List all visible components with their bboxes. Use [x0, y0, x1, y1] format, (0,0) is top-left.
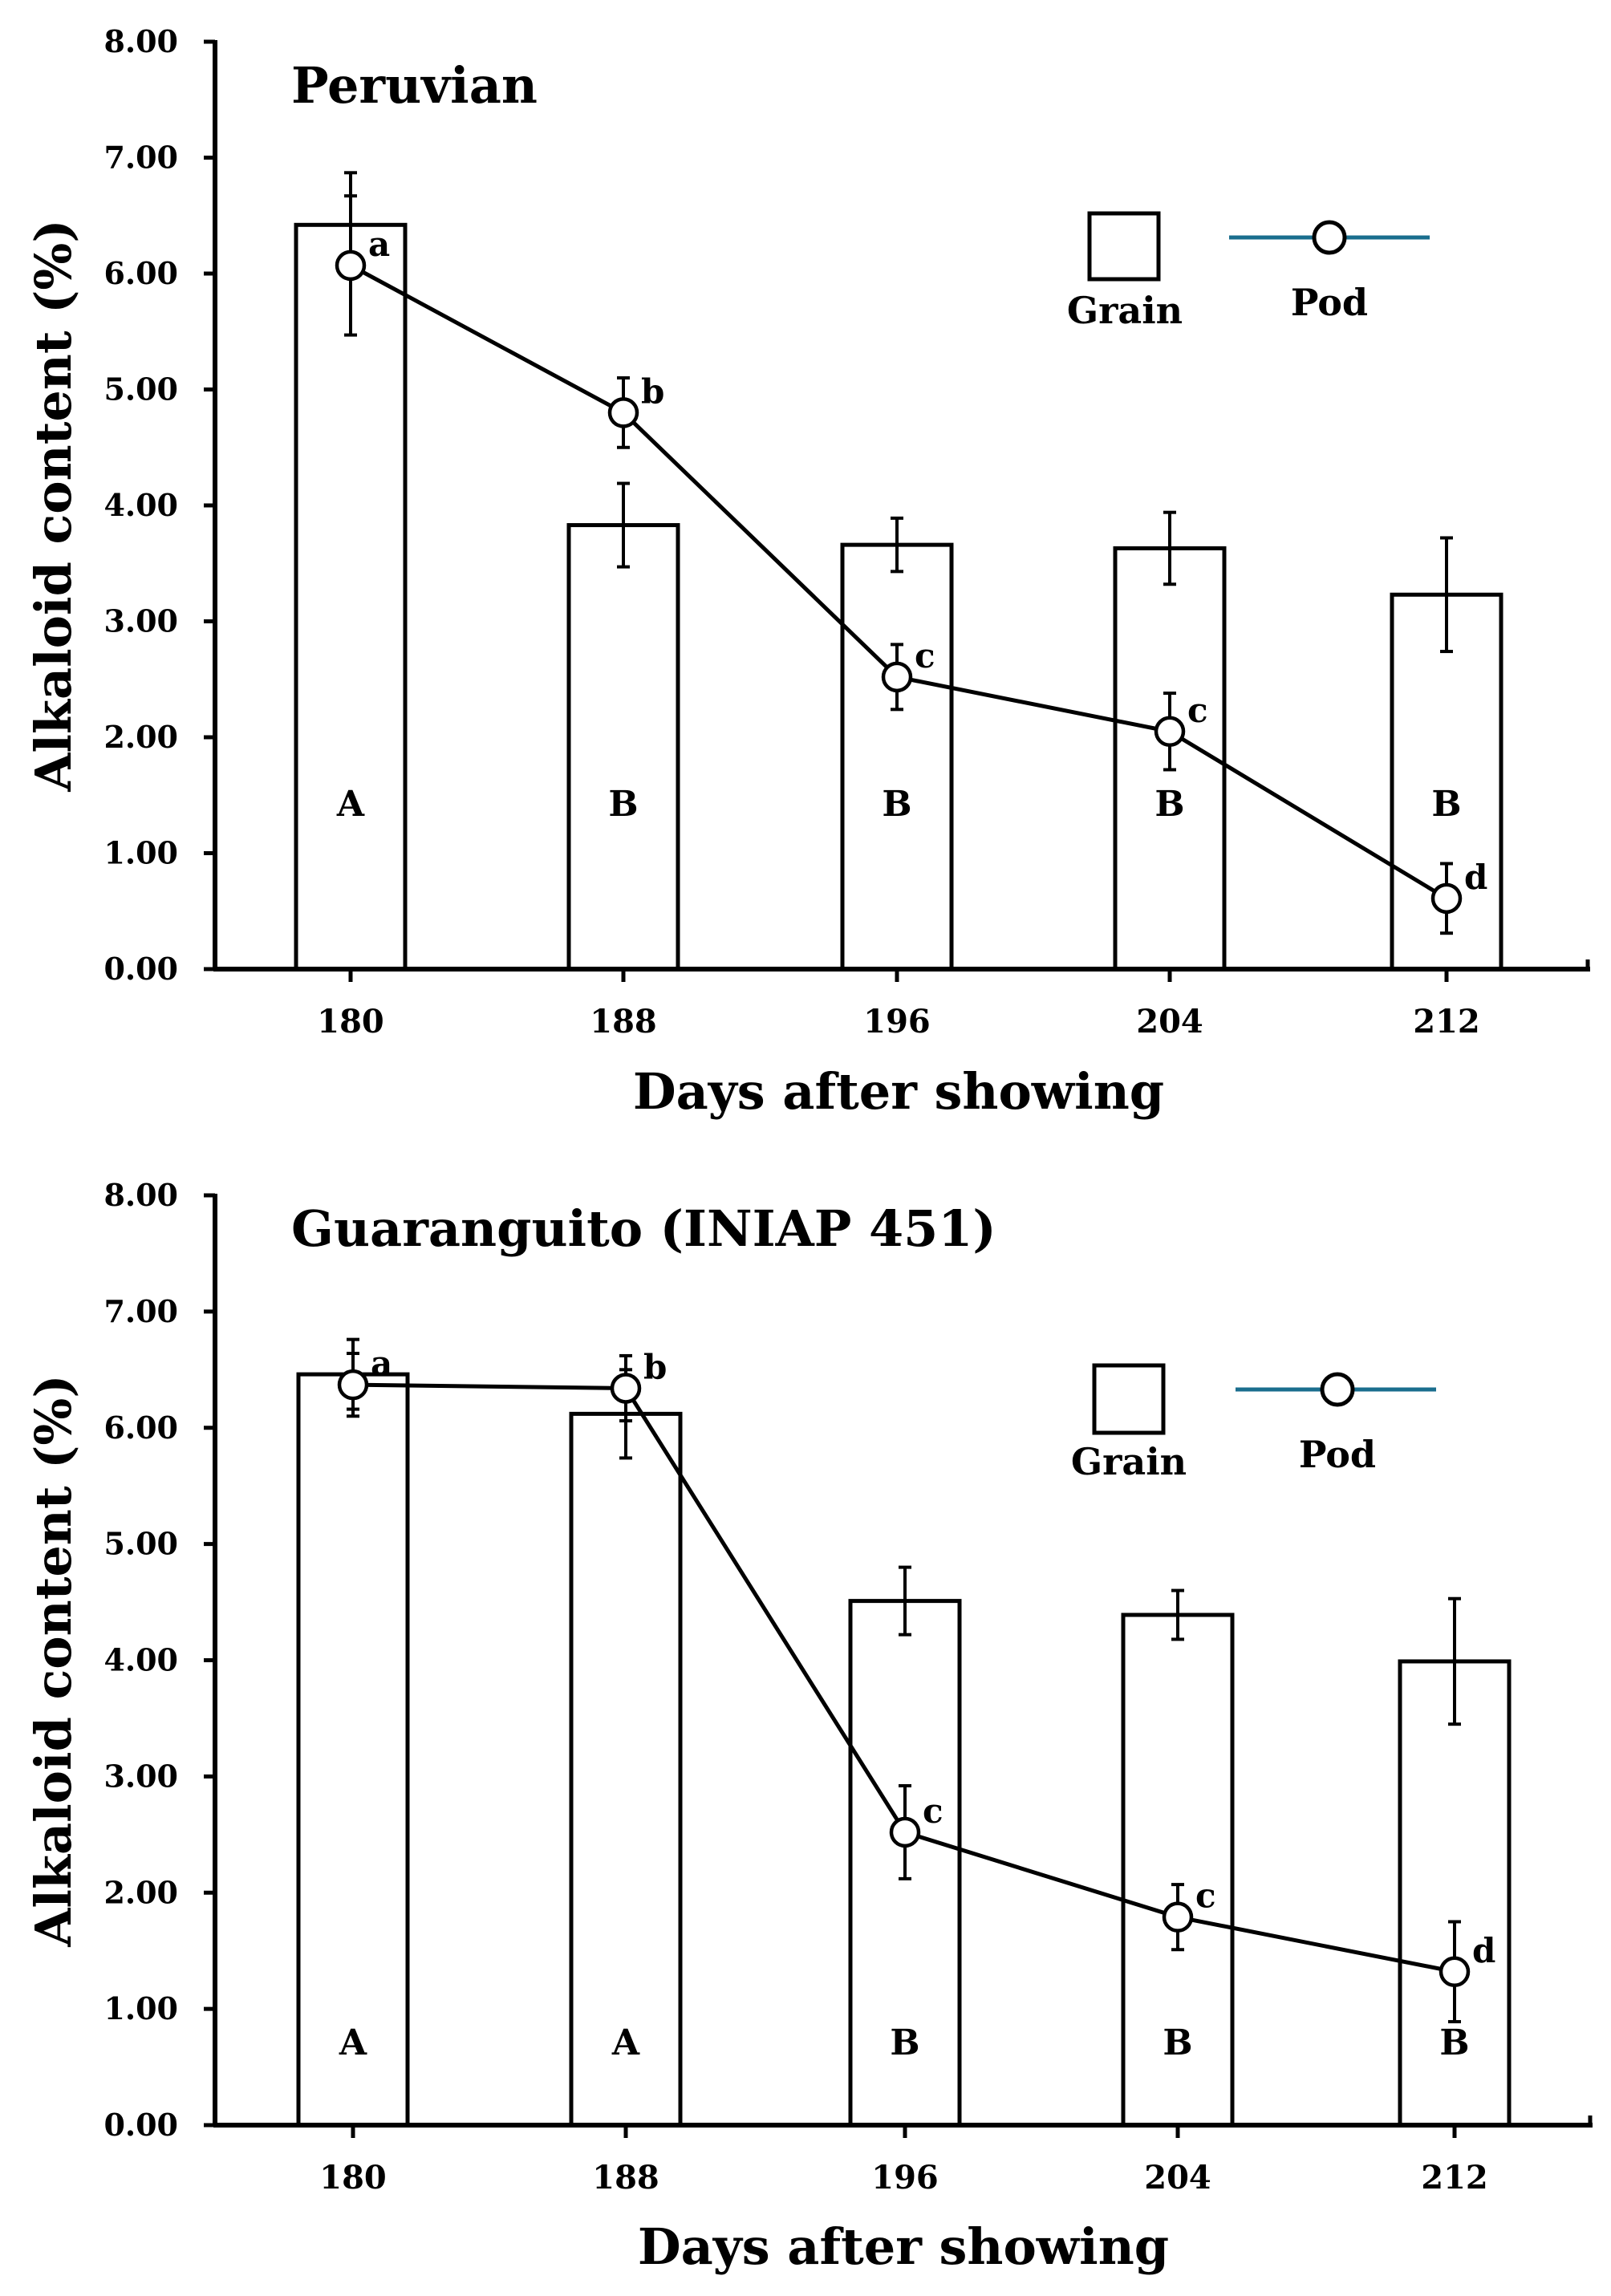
x-tick-label: 204 — [1136, 1003, 1203, 1041]
pod-point — [337, 1369, 369, 1401]
pod-significance-letter: c — [1187, 691, 1208, 730]
pod-significance-letter: d — [1472, 1931, 1495, 1970]
y-tick-label: 1.00 — [103, 1990, 178, 2026]
x-axis-title: Days after showing — [633, 1062, 1164, 1121]
grain-bar — [294, 222, 408, 972]
pod-significance-letter: c — [1195, 1876, 1216, 1916]
y-tick-label: 0.00 — [103, 951, 178, 987]
pod-point — [1162, 1901, 1194, 1933]
y-tick-label: 7.00 — [103, 1293, 178, 1329]
x-tick-label: 180 — [317, 1003, 384, 1041]
legend-grain-swatch — [1092, 1363, 1166, 1435]
chart-title: Guaranguito (INIAP 451) — [291, 1199, 996, 1258]
pod-point — [610, 1373, 642, 1404]
pod-significance-letter: d — [1464, 858, 1487, 897]
pod-significance-letter: b — [641, 371, 664, 411]
grain-significance-letter: B — [1439, 2022, 1469, 2063]
pod-significance-letter: b — [643, 1347, 667, 1386]
y-tick-label: 6.00 — [103, 255, 178, 291]
y-tick-label: 5.00 — [103, 1526, 178, 1562]
y-tick-label: 7.00 — [103, 140, 178, 176]
grain-significance-letter: B — [890, 2022, 919, 2063]
y-tick-label: 8.00 — [103, 23, 178, 59]
grain-significance-letter: A — [339, 2022, 367, 2063]
x-tick-label: 188 — [590, 1003, 657, 1041]
legend-pod-marker — [1312, 220, 1347, 255]
grain-significance-letter: B — [882, 784, 911, 825]
y-tick-label: 5.00 — [103, 371, 178, 408]
grain-significance-letter: B — [608, 784, 638, 825]
y-tick-label: 6.00 — [103, 1410, 178, 1446]
pod-point — [1439, 1956, 1471, 1988]
x-tick-label: 188 — [592, 2159, 659, 2197]
x-axis-title: Days after showing — [638, 2217, 1169, 2276]
y-axis-title: Alkaloid content (%) — [24, 1374, 83, 1947]
pod-point — [889, 1816, 921, 1848]
x-tick-label: 196 — [863, 1003, 931, 1041]
legend: Grain Pod — [1067, 211, 1430, 332]
x-tick-label: 196 — [871, 2159, 939, 2197]
legend-pod-label: Pod — [1291, 281, 1368, 324]
legend-grain-label: Grain — [1067, 289, 1183, 332]
grain-bar — [296, 1372, 410, 2128]
pod-significance-letter: c — [915, 636, 935, 675]
y-tick-label: 2.00 — [103, 1874, 178, 1910]
grain-significance-letter: A — [336, 784, 365, 825]
chart-panel-peruvian: 0.00 1.00 2.00 3.00 4.00 5.00 6.00 7.00 8.00 A B B B… — [24, 23, 1590, 1121]
x-tick-label: 212 — [1413, 1003, 1480, 1041]
grain-significance-letter: A — [611, 2022, 640, 2063]
pod-point — [335, 249, 367, 282]
y-axis-title: Alkaloid content (%) — [24, 219, 83, 792]
y-tick-label: 4.00 — [103, 1642, 178, 1678]
y-tick-label: 0.00 — [103, 2107, 178, 2143]
grain-bar — [569, 1411, 683, 2128]
chart-panel-guaranguito: 0.00 1.00 2.00 3.00 4.00 5.00 6.00 7.00 8.00 A A B B… — [24, 1177, 1593, 2276]
y-tick-label: 1.00 — [103, 835, 178, 871]
grain-significance-letter: B — [1431, 784, 1461, 825]
pod-point — [607, 397, 639, 428]
grain-significance-letter: B — [1163, 2022, 1192, 2063]
x-tick-label: 204 — [1144, 2159, 1211, 2197]
grain-bar — [1121, 1612, 1235, 2128]
pod-point — [1154, 716, 1186, 748]
legend: Grain Pod — [1071, 1363, 1436, 1483]
legend-pod-label: Pod — [1299, 1433, 1376, 1476]
y-tick-label: 3.00 — [103, 603, 178, 639]
legend-grain-swatch — [1087, 211, 1161, 282]
y-tick-label: 4.00 — [103, 487, 178, 523]
x-tick-label: 212 — [1421, 2159, 1488, 2197]
grain-bar — [566, 523, 680, 972]
grain-significance-letter: B — [1154, 784, 1184, 825]
pod-significance-letter: a — [371, 1344, 392, 1383]
legend-pod-marker — [1320, 1372, 1355, 1407]
chart-title: Peruvian — [291, 56, 538, 115]
y-tick-label: 2.00 — [103, 719, 178, 755]
pod-point — [1430, 882, 1463, 915]
y-tick-label: 3.00 — [103, 1758, 178, 1794]
legend-grain-label: Grain — [1071, 1440, 1187, 1483]
pod-point — [881, 661, 913, 693]
pod-significance-letter: c — [923, 1791, 943, 1831]
y-tick-label: 8.00 — [103, 1177, 178, 1213]
pod-significance-letter: a — [368, 225, 390, 264]
grain-bar — [840, 542, 954, 972]
x-tick-label: 180 — [319, 2159, 387, 2197]
